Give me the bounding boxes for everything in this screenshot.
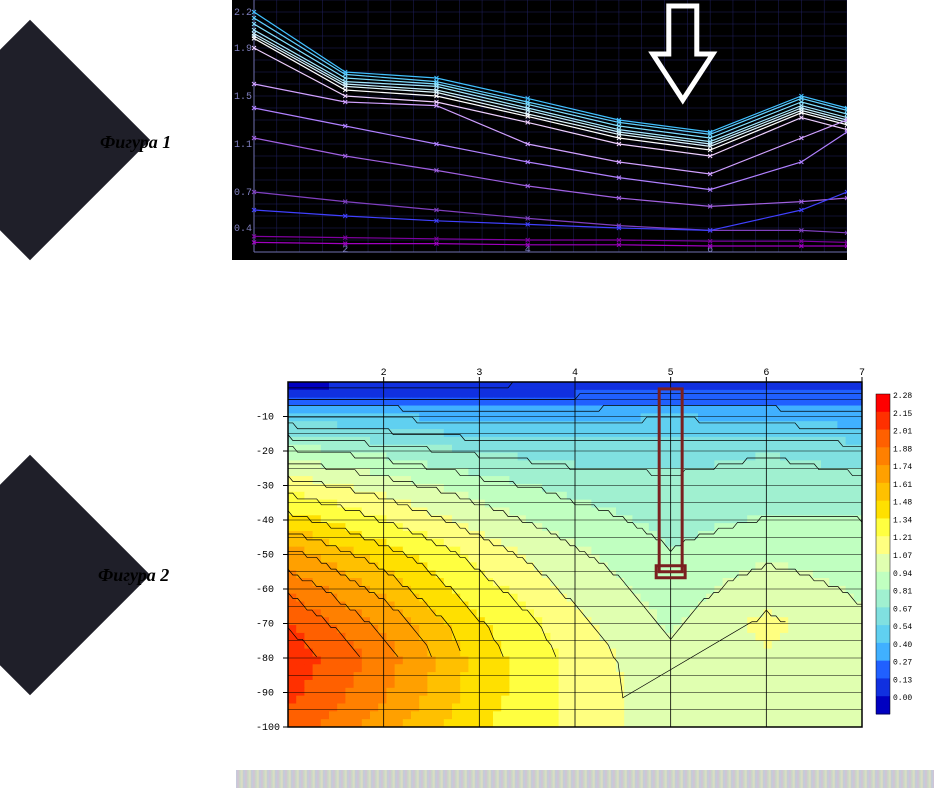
svg-text:2: 2 [342, 245, 348, 256]
svg-text:3: 3 [476, 368, 482, 379]
svg-text:-90: -90 [256, 689, 274, 700]
svg-text:-20: -20 [256, 447, 274, 458]
chart2-svg: 2 3 4 5 6 7 -10 -20 -30 -40 -50 -60 -70 -80 -90 -100 2.2… [236, 362, 934, 737]
chart1-svg: 0.40.71.11.51.92.2246 [232, 0, 847, 260]
svg-text:0.7: 0.7 [234, 188, 252, 199]
svg-text:2: 2 [381, 368, 387, 379]
svg-text:1.34: 1.34 [893, 516, 912, 525]
svg-text:4: 4 [572, 368, 578, 379]
decorative-noise-strip [236, 770, 934, 788]
figure2-label: Фигура 2 [98, 565, 169, 586]
svg-text:0.40: 0.40 [893, 641, 912, 650]
svg-text:2.01: 2.01 [893, 428, 912, 437]
svg-text:0.13: 0.13 [893, 676, 912, 685]
svg-text:-40: -40 [256, 516, 274, 527]
svg-text:6: 6 [763, 368, 769, 379]
chart1-line-plot: 0.40.71.11.51.92.2246 [232, 0, 847, 260]
svg-text:1.61: 1.61 [893, 481, 912, 490]
svg-text:1.88: 1.88 [893, 445, 912, 454]
svg-text:5: 5 [668, 368, 674, 379]
svg-text:2.15: 2.15 [893, 410, 912, 419]
svg-text:1.1: 1.1 [234, 140, 252, 151]
chart2-heatmap: 2 3 4 5 6 7 -10 -20 -30 -40 -50 -60 -70 -80 -90 -100 2.2… [236, 362, 934, 737]
figure1-label: Фигура 1 [100, 132, 171, 153]
svg-text:2.28: 2.28 [893, 392, 912, 401]
svg-text:1.48: 1.48 [893, 499, 912, 508]
svg-text:-30: -30 [256, 482, 274, 493]
svg-text:1.74: 1.74 [893, 463, 912, 472]
svg-text:2.2: 2.2 [234, 8, 252, 19]
svg-text:1.9: 1.9 [234, 44, 252, 55]
svg-text:1.07: 1.07 [893, 552, 912, 561]
svg-text:1.5: 1.5 [234, 92, 252, 103]
svg-text:0.54: 0.54 [893, 623, 912, 632]
svg-text:1.21: 1.21 [893, 534, 912, 543]
svg-text:-60: -60 [256, 585, 274, 596]
svg-text:0.4: 0.4 [234, 224, 252, 235]
svg-text:-100: -100 [256, 723, 280, 734]
svg-text:0.67: 0.67 [893, 605, 912, 614]
svg-text:-10: -10 [256, 413, 274, 424]
svg-text:0.00: 0.00 [893, 694, 912, 703]
svg-text:0.27: 0.27 [893, 659, 912, 668]
svg-text:0.81: 0.81 [893, 588, 912, 597]
svg-text:-80: -80 [256, 654, 274, 665]
svg-text:0.94: 0.94 [893, 570, 912, 579]
svg-text:-50: -50 [256, 551, 274, 562]
svg-text:-70: -70 [256, 620, 274, 631]
svg-text:7: 7 [859, 368, 865, 379]
